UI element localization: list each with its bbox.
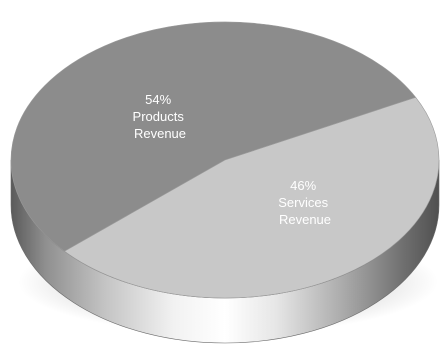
slice-name-services-line2: Revenue — [279, 212, 331, 227]
slice-percent-services: 46% — [290, 178, 316, 193]
slice-label-services: 46% Services Revenue — [278, 178, 331, 227]
slice-name-products-line2: Revenue — [134, 126, 186, 141]
slice-percent-products: 54% — [145, 92, 171, 107]
slice-name-services-line1: Services — [278, 195, 328, 210]
slice-label-products: 54% Products Revenue — [133, 92, 188, 141]
pie-slice-products — [10, 21, 417, 252]
slice-name-products-line1: Products — [133, 109, 185, 124]
pie-slice-services — [63, 96, 440, 299]
